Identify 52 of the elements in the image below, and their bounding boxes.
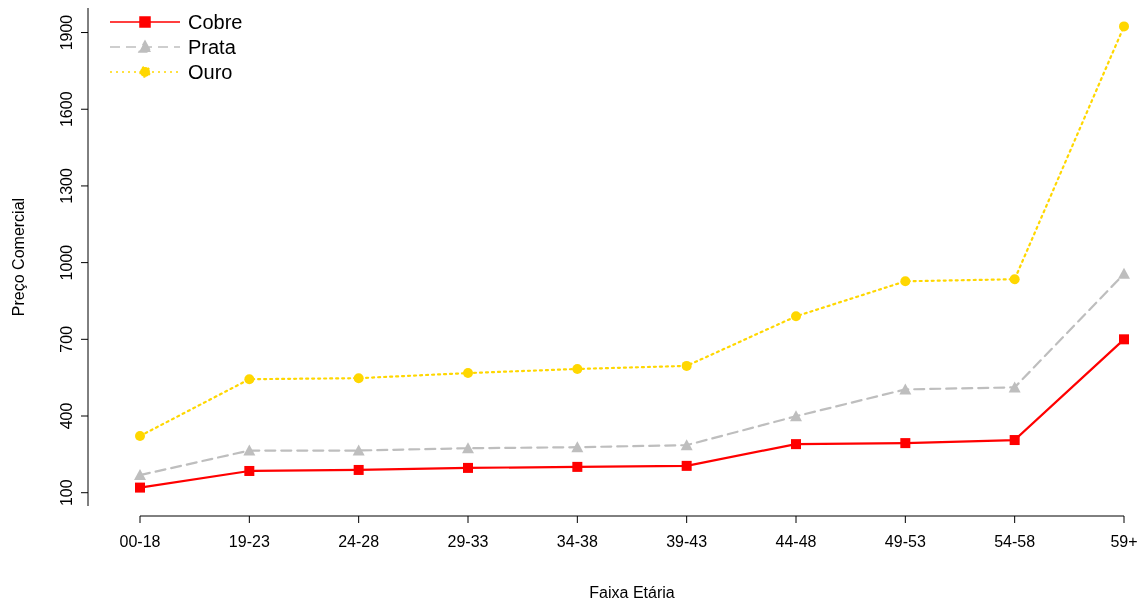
point <box>1119 21 1129 32</box>
point <box>1009 274 1020 285</box>
point <box>790 410 802 422</box>
x-tick-label: 39-43 <box>666 533 708 550</box>
x-tick-label: 54-58 <box>994 533 1036 550</box>
y-tick-label: 700 <box>58 325 75 353</box>
x-tick-label: 19-23 <box>228 533 270 550</box>
point <box>572 461 583 472</box>
point <box>134 469 146 481</box>
x-tick-label: 59+ <box>1110 533 1138 550</box>
point <box>244 465 255 476</box>
x-axis-title: Faixa Etária <box>589 584 675 601</box>
point <box>900 276 911 287</box>
point <box>791 439 801 450</box>
point <box>243 444 256 456</box>
point <box>1119 334 1129 345</box>
point <box>135 430 145 441</box>
point <box>791 311 801 322</box>
point <box>681 460 692 471</box>
y-tick-label: 100 <box>58 479 75 507</box>
x-tick-label: 29-33 <box>447 533 489 550</box>
x-tick-label: 24-28 <box>338 533 380 550</box>
y-tick-label: 1600 <box>58 91 75 128</box>
point <box>681 360 692 371</box>
point <box>353 464 364 475</box>
legend-label: Ouro <box>188 61 233 83</box>
y-tick-label: 1300 <box>58 168 75 204</box>
y-tick-label: 1900 <box>58 14 75 51</box>
x-tick-label: 00-18 <box>119 533 161 550</box>
point <box>572 363 583 374</box>
point <box>899 383 912 395</box>
y-axis-title: Preço Comercial <box>10 197 27 317</box>
point <box>135 482 145 493</box>
point <box>1008 381 1021 393</box>
point <box>353 373 364 384</box>
point <box>352 444 365 456</box>
point <box>571 441 584 453</box>
legend-label: Cobre <box>188 11 243 33</box>
point <box>900 438 911 449</box>
legend-label: Prata <box>188 36 237 58</box>
point <box>680 439 693 451</box>
point <box>1009 435 1020 446</box>
point <box>244 374 255 385</box>
point <box>462 442 474 454</box>
point <box>463 462 473 473</box>
x-tick-label: 49-53 <box>884 533 926 550</box>
x-tick-label: 44-48 <box>775 533 817 550</box>
point <box>1118 267 1130 279</box>
x-tick-label: 34-38 <box>556 533 598 550</box>
y-tick-label: 400 <box>58 402 75 430</box>
y-tick-label: 1000 <box>58 244 75 281</box>
point <box>463 368 473 379</box>
